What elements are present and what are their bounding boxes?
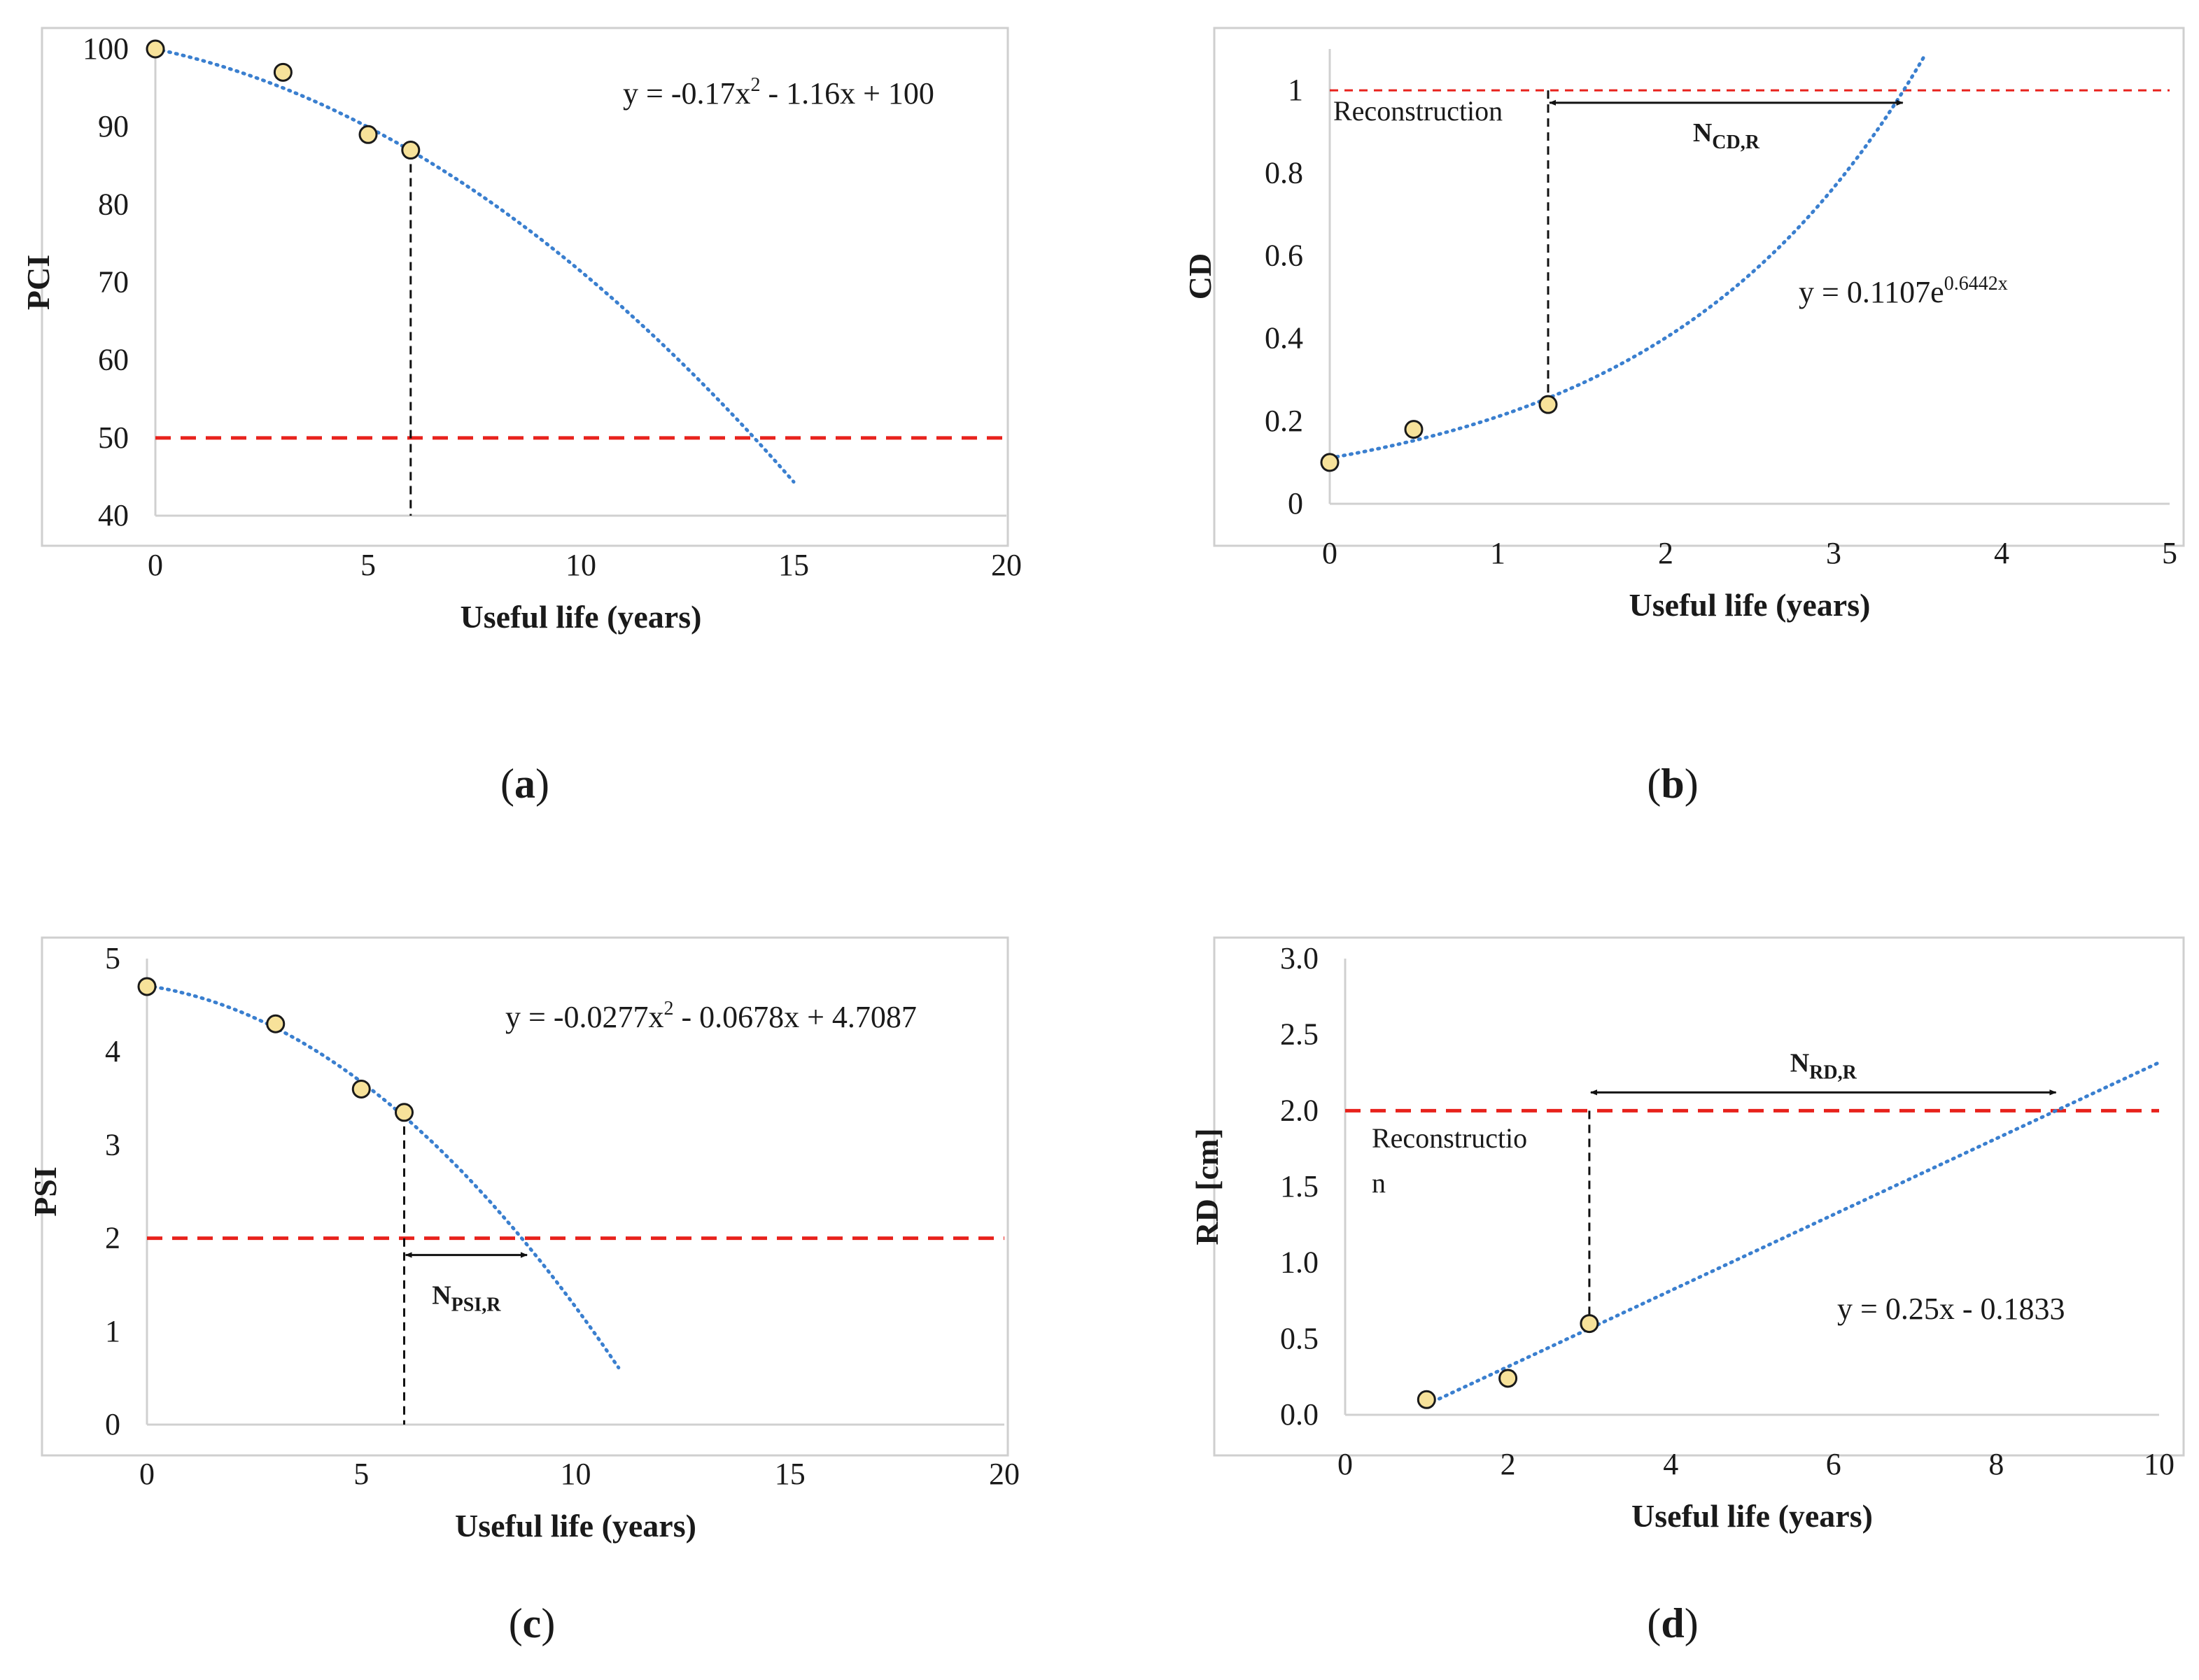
x-tick-label: 15 (775, 1457, 806, 1491)
chart-frame (1213, 936, 2185, 1457)
data-point (1404, 420, 1424, 439)
x-tick-label: 5 (360, 548, 376, 582)
y-tick-label: 1 (105, 1314, 120, 1348)
y-tick-label: 4 (105, 1034, 120, 1068)
x-axis-label: Useful life (years) (1631, 1498, 1873, 1534)
data-point (1320, 453, 1340, 472)
data-point (1580, 1314, 1599, 1334)
x-tick-label: 0 (139, 1457, 155, 1491)
panel-label: (d) (1647, 1600, 1698, 1646)
x-tick-label: 3 (1826, 536, 1841, 570)
y-tick-label: 50 (98, 421, 129, 455)
y-axis-label: PCI (20, 255, 56, 310)
trend-equation: y = -0.17x2 - 1.16x + 100 (623, 74, 934, 111)
trend-equation: y = 0.25x - 0.1833 (1837, 1292, 2065, 1326)
data-point (401, 141, 421, 160)
y-tick-label: 100 (83, 31, 129, 66)
y-tick-label: 60 (98, 343, 129, 377)
y-axis-label: RD [cm] (1189, 1128, 1225, 1245)
x-tick-label: 10 (2144, 1447, 2175, 1481)
y-tick-label: 0 (1288, 486, 1303, 521)
y-tick-label: 0.2 (1265, 404, 1303, 438)
x-tick-label: 15 (778, 548, 809, 582)
panel-label: (a) (500, 761, 549, 807)
chart-frame (1213, 27, 2185, 547)
data-point (395, 1103, 414, 1122)
y-tick-label: 2.5 (1280, 1017, 1319, 1052)
x-tick-label: 10 (565, 548, 596, 582)
y-axis-label: CD (1182, 253, 1218, 299)
x-tick-label: 2 (1501, 1447, 1516, 1481)
y-tick-label: 80 (98, 187, 129, 221)
interval-label: NRD,R (1790, 1048, 1857, 1083)
x-tick-label: 10 (561, 1457, 591, 1491)
x-tick-label: 8 (1988, 1447, 2004, 1481)
chart-frame (41, 27, 1009, 547)
x-tick-label: 20 (991, 548, 1022, 582)
y-tick-label: 0.4 (1265, 321, 1303, 355)
data-point (351, 1079, 371, 1099)
reconstruction-label: Reconstructio (1372, 1122, 1527, 1154)
y-tick-label: 90 (98, 109, 129, 143)
chart-a-pci: 40 50 60 70 80 90 100 0 5 10 15 20 Useful life (year… (20, 27, 1022, 807)
x-axis-label: Useful life (years) (461, 599, 702, 635)
trendline (1424, 1061, 2161, 1406)
interval-label: NPSI,R (432, 1281, 501, 1316)
x-tick-label: 0 (1337, 1447, 1353, 1481)
trendline (153, 47, 796, 484)
data-point (266, 1014, 286, 1033)
data-point (358, 125, 378, 144)
reconstruction-label: Reconstruction (1333, 95, 1503, 127)
y-tick-label: 1 (1288, 73, 1303, 107)
y-tick-label: 0.6 (1265, 238, 1303, 272)
y-tick-label: 2 (105, 1221, 120, 1255)
y-tick-label: 70 (98, 265, 129, 299)
x-tick-label: 6 (1826, 1447, 1841, 1481)
panel-label: (b) (1647, 761, 1698, 807)
y-axis-label: PSI (27, 1166, 63, 1217)
y-tick-label: 0 (105, 1407, 120, 1441)
data-point (1498, 1369, 1518, 1388)
trendline (145, 984, 621, 1370)
x-tick-label: 0 (148, 548, 163, 582)
x-tick-label: 0 (1322, 536, 1337, 570)
reconstruction-label-cont: n (1372, 1167, 1386, 1199)
x-tick-label: 4 (1663, 1447, 1678, 1481)
y-tick-label: 0.5 (1280, 1321, 1319, 1355)
trend-equation: y = 0.1107e0.6442x (1799, 273, 2008, 309)
x-axis-label: Useful life (years) (1629, 587, 1871, 623)
y-tick-label: 3.0 (1280, 941, 1319, 975)
data-point (273, 62, 293, 82)
y-tick-label: 0.8 (1265, 155, 1303, 190)
data-point (146, 39, 165, 59)
data-point (1417, 1390, 1436, 1409)
panel-label: (c) (509, 1600, 556, 1646)
y-tick-label: 0.0 (1280, 1397, 1319, 1432)
y-tick-label: 3 (105, 1127, 120, 1162)
chart-frame (41, 936, 1009, 1457)
data-point (1538, 395, 1558, 414)
x-tick-label: 5 (353, 1457, 369, 1491)
y-tick-label: 1.5 (1280, 1169, 1319, 1203)
chart-d-rd: 0.0 0.5 1.0 1.5 2.0 2.5 3.0 0 2 4 6 8 10 Useful life … (1189, 936, 2185, 1646)
y-tick-label: 1.0 (1280, 1245, 1319, 1280)
trend-equation: y = -0.0277x2 - 0.0678x + 4.7087 (505, 998, 917, 1034)
interval-label: NCD,R (1693, 118, 1760, 153)
trendline (1328, 51, 1928, 460)
y-tick-label: 2.0 (1280, 1093, 1319, 1127)
x-tick-label: 1 (1490, 536, 1505, 570)
x-axis-label: Useful life (years) (455, 1508, 696, 1544)
chart-c-psi: 0 1 2 3 4 5 0 5 10 15 20 Useful life (years) PSI NPSI… (27, 936, 1020, 1646)
x-tick-label: 20 (989, 1457, 1020, 1491)
chart-b-cd: 0 0.2 0.4 0.6 0.8 1 0 1 2 3 4 5 Useful life (years) C… (1182, 27, 2185, 807)
x-tick-label: 5 (2162, 536, 2177, 570)
y-tick-label: 5 (105, 941, 120, 975)
x-tick-label: 4 (1994, 536, 2009, 570)
data-point (137, 977, 157, 996)
y-tick-label: 40 (98, 498, 129, 532)
x-tick-label: 2 (1658, 536, 1673, 570)
